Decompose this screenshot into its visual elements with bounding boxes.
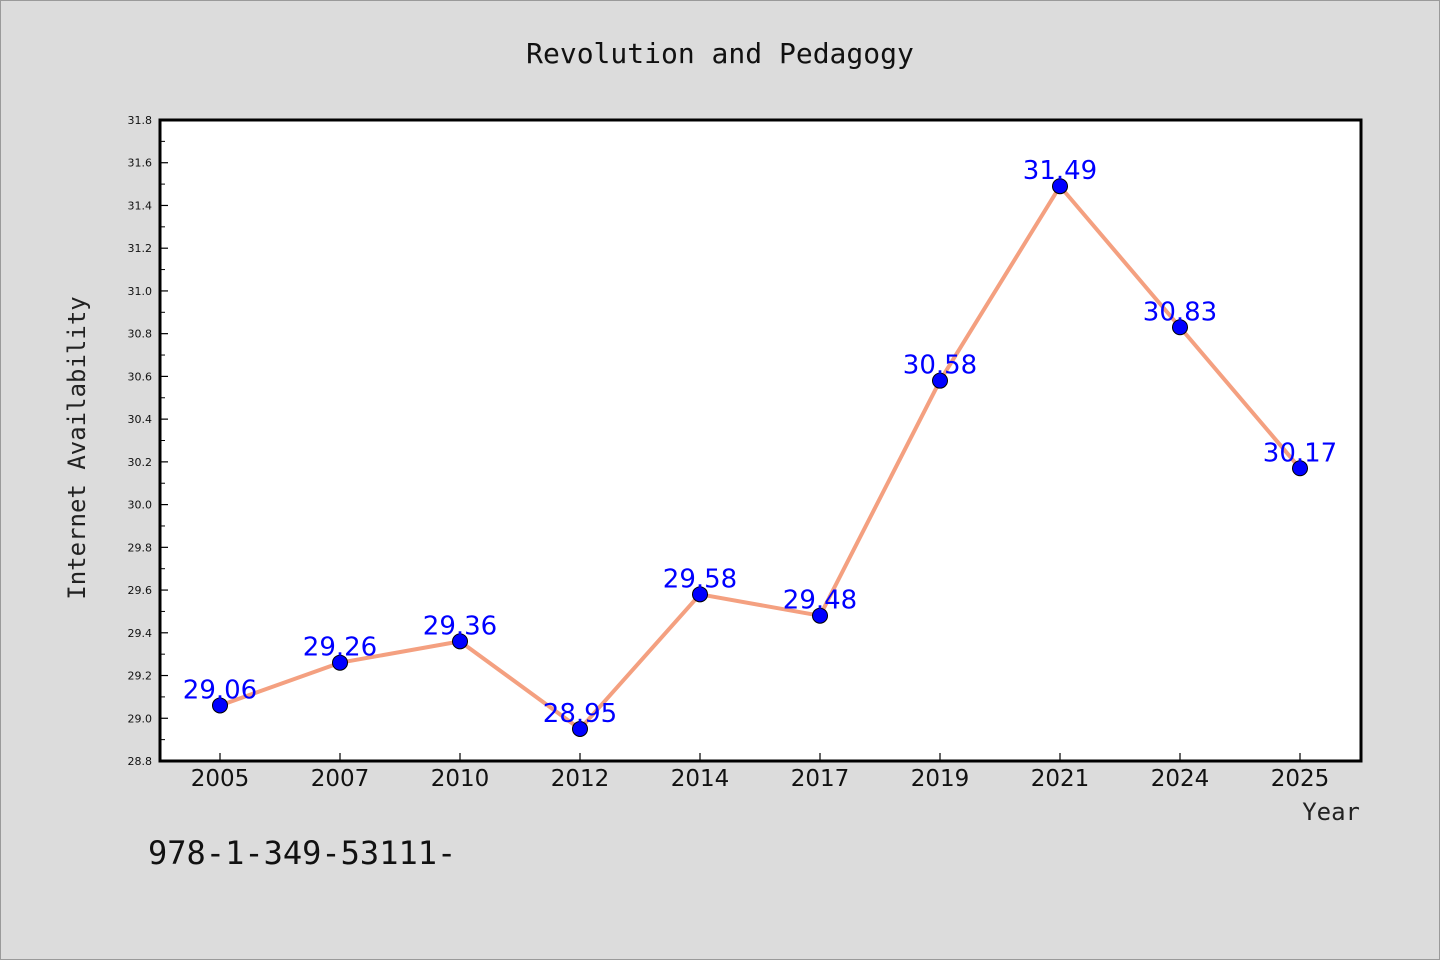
y-tick-label: 30.0	[128, 499, 153, 512]
data-point	[1052, 178, 1068, 195]
data-label: 30.58	[903, 351, 977, 381]
series-0: 29.06 29.26 29.36 28.95 29.58 29.48 30.58 31.49…	[183, 156, 1337, 737]
x-tick-label: 2012	[551, 766, 610, 792]
data-point	[692, 586, 708, 603]
data-point	[452, 633, 468, 650]
data-label: 29.26	[303, 633, 377, 663]
x-axis: 2005 2007 2010 2012 2014 2017 2019 2021 2024 2025	[191, 753, 1330, 792]
data-label: 30.83	[1143, 297, 1217, 327]
x-tick-label: 2007	[311, 766, 370, 792]
footer-isbn-text: 978-1-349-53111-	[148, 834, 456, 872]
series-line	[219, 184, 1302, 731]
y-tick-label: 28.8	[128, 755, 153, 768]
y-tick-label: 31.4	[128, 199, 153, 212]
y-tick-label: 31.6	[128, 157, 153, 170]
x-tick-label: 2024	[1151, 766, 1210, 792]
data-point	[332, 654, 348, 671]
data-point	[1292, 460, 1308, 477]
x-tick-label: 2010	[431, 766, 490, 792]
x-tick-label: 2014	[671, 766, 730, 792]
data-label: 31.49	[1023, 156, 1097, 186]
data-point	[932, 372, 948, 389]
y-tick-label: 31.8	[128, 114, 153, 127]
y-tick-label: 29.8	[128, 541, 153, 554]
y-axis: 28.8 29.0 29.2 29.4 29.6 29.8 30.0 30.2 30.4 30.6…	[128, 114, 168, 768]
y-tick-label: 30.8	[128, 328, 153, 341]
data-label: 29.06	[183, 675, 257, 705]
x-tick-label: 2021	[1031, 766, 1090, 792]
data-label: 29.48	[783, 586, 857, 616]
y-tick-label: 31.0	[128, 285, 153, 298]
y-axis-label: Internet Availability	[63, 296, 91, 599]
y-tick-label: 29.6	[128, 584, 153, 597]
data-label: 30.17	[1263, 438, 1337, 468]
plot-area	[158, 118, 1363, 763]
y-tick-label: 30.2	[128, 456, 153, 469]
data-label: 28.95	[543, 699, 617, 729]
y-tick-label: 29.2	[128, 670, 153, 683]
y-tick-label: 30.4	[128, 413, 153, 426]
data-point	[212, 697, 228, 714]
y-tick-label: 31.2	[128, 242, 153, 255]
x-tick-label: 2019	[911, 766, 970, 792]
y-tick-label: 30.6	[128, 370, 153, 383]
x-tick-label: 2017	[791, 766, 850, 792]
x-tick-label: 2005	[191, 766, 250, 792]
y-tick-label: 29.4	[128, 627, 153, 640]
y-tick-label: 29.0	[128, 712, 153, 725]
x-tick-label: 2025	[1271, 766, 1330, 792]
chart-title: Revolution and Pedagogy	[526, 37, 914, 70]
data-point	[572, 720, 588, 737]
data-point	[812, 607, 828, 624]
data-label: 29.58	[663, 564, 737, 594]
x-axis-label: Year	[1302, 798, 1360, 826]
data-point	[1172, 319, 1188, 336]
data-label: 29.36	[423, 611, 497, 641]
